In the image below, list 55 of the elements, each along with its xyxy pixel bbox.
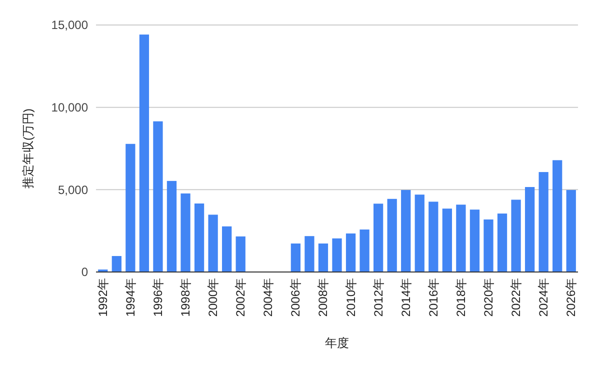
bar: [222, 226, 232, 272]
y-tick-label: 0: [81, 265, 88, 280]
x-tick-label: 1998年: [178, 278, 193, 317]
bar: [346, 233, 356, 272]
x-tick-label: 2018年: [454, 278, 468, 317]
bar: [552, 160, 562, 272]
x-tick-label: 2022年: [509, 278, 524, 317]
bar: [442, 208, 452, 272]
y-tick-label: 5,000: [58, 182, 88, 197]
bar: [414, 194, 424, 272]
x-tick-label: 2026年: [564, 278, 578, 317]
bar: [332, 238, 342, 272]
bar: [153, 121, 163, 272]
bar: [180, 193, 190, 272]
x-tick-label: 2020年: [481, 278, 496, 317]
bar: [373, 204, 384, 272]
bar: [497, 214, 508, 272]
x-tick-label: 2002年: [234, 278, 248, 317]
bar: [139, 34, 150, 272]
bar: [524, 187, 535, 272]
bar: [538, 172, 548, 272]
x-tick-label: 1996年: [150, 278, 165, 317]
bar: [304, 236, 314, 272]
x-tick-label: 2010年: [344, 278, 358, 317]
bar: [566, 190, 576, 272]
x-tick-label: 2016年: [426, 278, 440, 317]
bar: [484, 219, 494, 272]
y-axis-title: 推定年収(万円): [21, 108, 35, 188]
x-axis-title: 年度: [325, 336, 349, 350]
bar: [208, 214, 218, 272]
bar: [194, 204, 204, 272]
bar: [318, 244, 328, 272]
x-tick-label: 2012年: [371, 278, 386, 317]
x-tick-label: 2000年: [206, 278, 220, 317]
x-tick-label: 2006年: [288, 278, 303, 317]
x-tick-label: 2004年: [261, 278, 276, 317]
bar: [470, 210, 480, 272]
x-tick-label: 2014年: [398, 278, 413, 317]
bar: [456, 204, 466, 272]
x-tick-label: 2008年: [316, 278, 330, 317]
y-tick-label: 15,000: [51, 18, 88, 32]
x-tick-label: 1994年: [123, 278, 138, 317]
y-tick-label: 10,000: [51, 100, 88, 115]
x-tick-label: 2024年: [536, 278, 551, 317]
bar: [290, 244, 301, 272]
bar: [387, 198, 397, 272]
bar: [428, 202, 438, 272]
bar: [126, 144, 136, 272]
bar: [166, 180, 177, 272]
bar: [401, 190, 411, 272]
bar: [360, 230, 370, 272]
bar: [511, 200, 521, 272]
bar: [236, 236, 246, 272]
bar: [112, 256, 122, 272]
x-tick-label: 1992年: [96, 278, 110, 317]
